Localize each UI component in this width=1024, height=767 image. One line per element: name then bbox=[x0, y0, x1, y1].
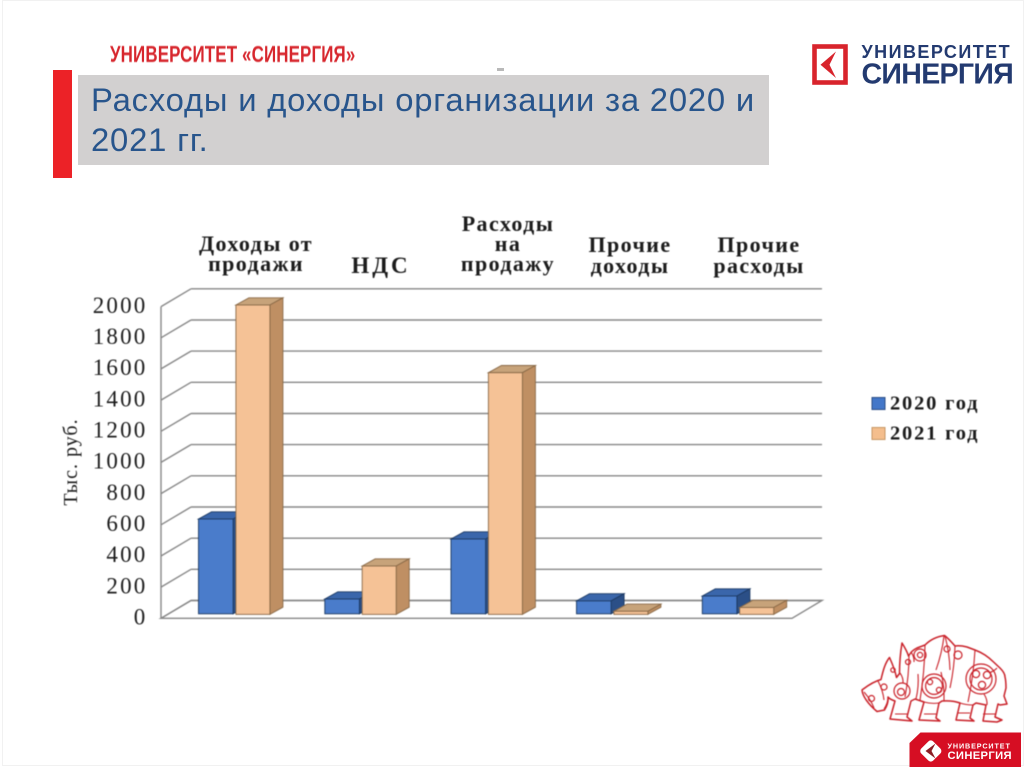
svg-text:Прочие: Прочие bbox=[588, 232, 671, 257]
svg-text:1200: 1200 bbox=[93, 417, 148, 442]
svg-text:400: 400 bbox=[106, 542, 147, 567]
svg-text:800: 800 bbox=[106, 480, 147, 505]
svg-text:Доходы от: Доходы от bbox=[199, 231, 313, 256]
svg-text:на: на bbox=[495, 231, 521, 256]
svg-text:Прочие: Прочие bbox=[717, 232, 800, 257]
svg-text:0: 0 bbox=[134, 605, 148, 630]
svg-text:продажи: продажи bbox=[208, 251, 304, 276]
svg-text:2020 год: 2020 год bbox=[890, 393, 979, 415]
svg-text:2021 год: 2021 год bbox=[890, 423, 979, 445]
svg-text:СИНЕРГИЯ: СИНЕРГИЯ bbox=[948, 750, 1012, 762]
svg-text:СИНЕРГИЯ: СИНЕРГИЯ bbox=[862, 59, 1014, 91]
svg-text:Тыс. руб.: Тыс. руб. bbox=[60, 418, 82, 505]
svg-text:2000: 2000 bbox=[93, 293, 148, 318]
svg-text:1400: 1400 bbox=[93, 386, 148, 411]
svg-text:УНИВЕРСИТЕТ: УНИВЕРСИТЕТ bbox=[948, 742, 1011, 751]
svg-text:расходы: расходы bbox=[713, 253, 804, 278]
svg-text:1000: 1000 bbox=[93, 449, 148, 474]
svg-text:УНИВЕРСИТЕТ: УНИВЕРСИТЕТ bbox=[862, 42, 1012, 62]
svg-text:1600: 1600 bbox=[93, 355, 148, 380]
svg-text:200: 200 bbox=[106, 573, 147, 598]
svg-text:НДС: НДС bbox=[351, 253, 410, 278]
svg-text:600: 600 bbox=[106, 511, 147, 536]
svg-text:Расходы: Расходы bbox=[462, 211, 555, 236]
svg-text:доходы: доходы bbox=[591, 253, 670, 278]
svg-text:продажу: продажу bbox=[461, 251, 555, 276]
svg-text:1800: 1800 bbox=[93, 324, 148, 349]
